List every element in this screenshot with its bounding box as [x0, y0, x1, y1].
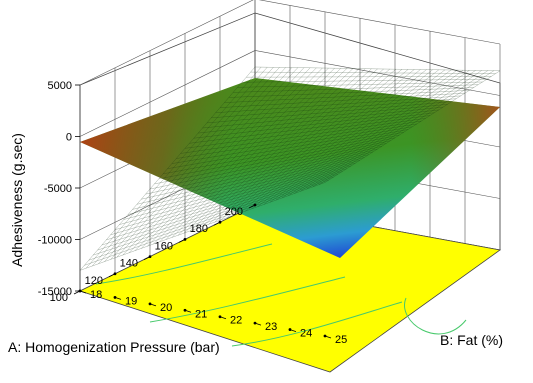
surface-meshline — [202, 68, 378, 227]
z-axis-title: Adhesiveness (g.sec) — [9, 133, 25, 267]
floor-projection — [78, 204, 501, 373]
y-tick-label: 25 — [335, 334, 347, 346]
surface-meshline — [239, 69, 415, 214]
y-tick-dot — [183, 308, 187, 312]
floor-contours — [95, 243, 467, 347]
surface-meshline — [312, 70, 488, 188]
surface-meshline — [153, 67, 329, 245]
surface-meshline — [85, 66, 262, 269]
x-axis-title: A: Homogenization Pressure (bar) — [8, 339, 220, 355]
surface-meshline — [79, 66, 256, 271]
x-tick-dot — [218, 220, 222, 224]
z-tick-label: -10000 — [38, 235, 72, 247]
surface-meshline — [122, 67, 299, 256]
surface-meshline — [159, 68, 335, 242]
y-tick-dot — [113, 296, 117, 299]
surface-meshline — [190, 68, 366, 232]
x-tick-label: 180 — [190, 223, 208, 235]
surface-meshline — [294, 70, 470, 194]
surface-meshline — [257, 69, 433, 207]
surface-meshline — [220, 69, 397, 221]
y-tick-label: 24 — [300, 328, 312, 340]
x-tick-dot — [183, 238, 187, 241]
x-tick-label: 100 — [50, 292, 68, 304]
surface-meshline — [288, 70, 464, 196]
x-tick-label: 160 — [155, 240, 173, 252]
floor-contour — [95, 243, 273, 285]
surface-meshline — [318, 70, 494, 185]
y-tick-dot — [323, 334, 327, 338]
y-tick-dot — [148, 302, 152, 306]
surface-meshline — [141, 67, 317, 249]
x-tick-label: 140 — [120, 258, 138, 270]
floor-contour — [231, 301, 403, 347]
surface-meshline — [110, 67, 286, 260]
surface-meshline — [92, 67, 268, 267]
y-tick-dot — [253, 321, 257, 325]
x-tick-dot — [113, 272, 117, 276]
x-tick-dot — [253, 203, 257, 207]
y-tick-label: 19 — [125, 295, 137, 307]
y-tick-label: 21 — [195, 308, 207, 320]
surface-shade-left — [80, 78, 340, 258]
surface-meshline — [214, 68, 390, 223]
floor-contour — [149, 276, 346, 323]
y-tick-label: 22 — [230, 315, 242, 327]
surface-meshline — [171, 68, 348, 238]
surface-meshline — [263, 69, 439, 205]
surface-shade-right — [255, 78, 500, 258]
surface-meshline — [196, 68, 372, 229]
surface-meshline — [232, 69, 409, 216]
z-tick-label: 5000 — [48, 80, 72, 92]
surface-meshline — [324, 70, 501, 183]
y-tick-label: 20 — [160, 302, 172, 314]
surface-meshline — [116, 67, 292, 258]
surface-meshline — [134, 67, 311, 251]
response-surface — [79, 66, 501, 271]
surface-meshline — [208, 68, 384, 225]
surface-meshline — [98, 67, 274, 264]
surface-meshline — [300, 70, 476, 192]
z-tick-label: -15000 — [38, 286, 72, 298]
z-axis-ticks: 5000 0 -5000 -10000 -15000 — [38, 80, 80, 298]
x-tick-label: 120 — [85, 275, 103, 287]
surface-meshline — [245, 69, 421, 212]
x-axis-ticks: 100 120 140 160 180 200 — [50, 203, 257, 304]
y-tick-label: 18 — [90, 289, 102, 301]
surface-meshline — [226, 69, 403, 218]
surface-meshline — [165, 68, 341, 240]
surface-meshline — [183, 68, 360, 234]
x-tick-label: 200 — [225, 206, 243, 218]
wall-gridline — [79, 0, 501, 86]
surface-meshline — [104, 67, 280, 262]
z-tick-label: 0 — [66, 132, 72, 144]
x-tick-dot — [148, 255, 152, 258]
y-axis-title: B: Fat (%) — [440, 332, 503, 348]
z-tick-label: -5000 — [44, 183, 72, 195]
floor-contour — [404, 297, 467, 335]
surface-meshline — [128, 67, 305, 253]
surface-mesh — [79, 66, 501, 271]
surface-meshline — [275, 69, 452, 201]
y-tick-dot — [218, 315, 222, 319]
surface-meshline — [177, 68, 354, 236]
surface-meshline — [147, 67, 323, 247]
surface-meshline — [269, 69, 446, 203]
y-axis-ticks: 18 19 20 21 22 23 24 25 — [78, 289, 347, 346]
y-tick-dot — [78, 289, 82, 293]
surface-meshline — [251, 69, 427, 210]
surface-meshline — [281, 69, 458, 199]
surface-meshline — [306, 70, 482, 190]
y-tick-label: 23 — [265, 321, 277, 333]
y-tick-dot — [288, 328, 292, 331]
